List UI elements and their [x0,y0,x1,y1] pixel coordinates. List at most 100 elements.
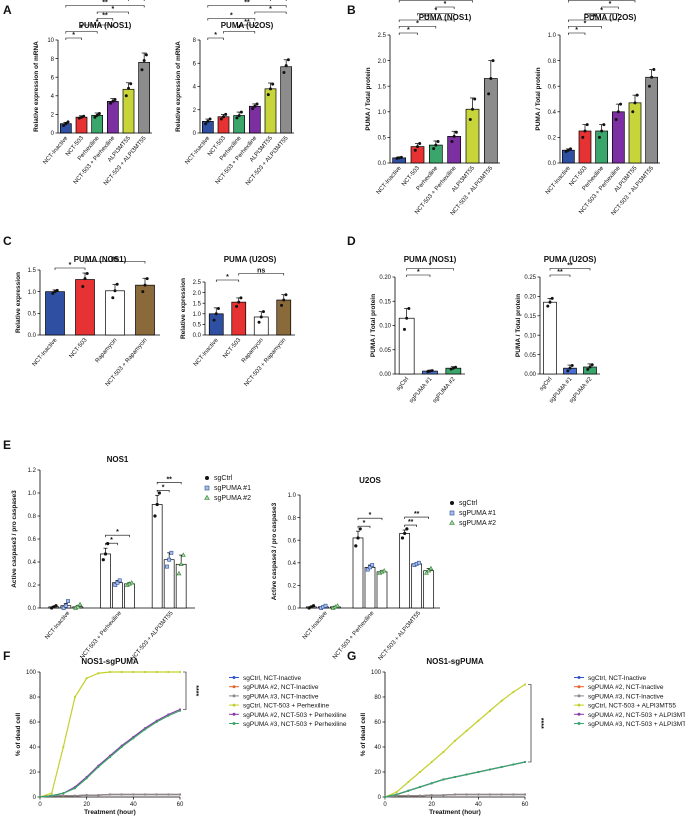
significance-bracket [207,18,256,21]
y-tick-label: 0.0 [28,606,37,612]
data-point [259,315,263,319]
x-tick-label: NCT-Inactive [193,337,220,368]
y-tick-label: 0.0 [288,606,297,612]
y-tick-label: 0.10 [524,333,536,339]
significance-bracket [568,19,619,22]
y-tick-label: 2.0 [378,59,387,65]
data-point [206,119,210,123]
data-point [85,271,89,275]
panel-label-a: A [3,3,12,17]
bar [201,121,214,134]
significance-label: ** [599,0,605,2]
y-tick-label: 1.0 [193,312,202,318]
data-point [143,283,147,287]
legend-marker [204,494,210,500]
data-point [50,794,53,797]
y-axis-label: PUMA / Total protein [535,67,542,130]
legend-label: sgCtrl, NCT-Inactive [243,675,302,682]
y-tick-label: 100 [371,670,382,676]
data-point [53,290,57,294]
chart-title: PUMA (NOS1) [419,13,472,22]
bar [100,553,111,609]
significance-bracket [601,6,619,9]
legend-marker [577,676,581,679]
data-point [619,102,623,106]
panel-label-e: E [3,438,11,452]
data-point [635,93,639,97]
data-point [120,745,123,749]
data-point [487,92,491,96]
panel-label-b: B [347,3,356,17]
legend-marker [577,694,581,698]
significance-label: **** [192,685,199,696]
data-point [407,794,410,797]
data-point [75,604,81,609]
data-point [261,310,265,314]
y-tick-label: 60 [374,720,381,726]
legend-marker [577,703,581,707]
bar [264,88,277,134]
significance-bracket [549,274,571,277]
data-point [570,363,574,367]
x-tick-label: NCT-503 + ALPI3MT55 [378,610,423,662]
x-tick-label: NCT-Inactive [42,135,69,166]
chart-G: NOS1-sgPUMA 0 20 40 60 80 100 % of dead cell 0 20… [360,657,685,816]
significance-bracket [406,268,454,271]
significance-label: * [110,537,113,544]
y-tick-label: 0.6 [288,538,297,544]
data-point [82,114,86,118]
legend-label: sgPUMA #3, NCT-503 + ALPI3MT55 [588,721,685,728]
series-line [384,761,526,798]
data-point [55,288,59,292]
data-point [143,728,147,731]
data-point [235,304,239,308]
data-point [453,775,457,779]
chart-title: NOS1 [107,455,129,464]
data-point [407,789,410,792]
significance-bracket [54,267,86,270]
data-point [400,536,405,540]
significance-label: * [429,263,432,270]
bar [276,299,292,336]
data-point [38,795,42,799]
chart-title: PUMA (U2OS) [224,255,277,264]
significance-bracket [207,37,224,40]
bar [253,316,269,336]
y-tick-label: 0.0 [548,161,557,167]
data-point [142,58,146,62]
significance-bracket [105,542,118,546]
y-tick-label: 0.0 [378,161,387,167]
data-point [523,793,527,796]
bar [151,504,163,609]
data-point [165,564,169,569]
data-point [395,790,398,794]
data-point [113,583,118,587]
bar [138,61,151,134]
data-point [111,296,115,300]
bar [280,66,293,134]
y-tick-label: 6 [51,75,55,81]
significance-label: * [416,21,419,28]
x-tick-label: NCT-Inactive [545,165,572,196]
data-point [368,565,372,570]
significance-label: ns [257,268,265,275]
significance-bracket [128,0,145,1]
significance-bracket [584,13,619,16]
significance-label: ** [102,0,108,7]
y-tick-label: 8 [193,38,197,44]
data-point [405,316,409,320]
significance-label: ** [424,14,430,21]
data-point [83,277,87,281]
data-point [155,670,158,674]
y-tick-label: 60 [29,720,36,726]
data-point [650,75,654,79]
bar [611,111,625,164]
data-point [434,143,438,147]
bar [561,149,575,164]
data-point [167,670,170,674]
data-point [418,794,422,797]
chart-title: PUMA (NOS1) [404,255,457,264]
significance-label: * [407,27,410,34]
significance-bracket [435,6,455,9]
legend-marker [449,510,455,516]
